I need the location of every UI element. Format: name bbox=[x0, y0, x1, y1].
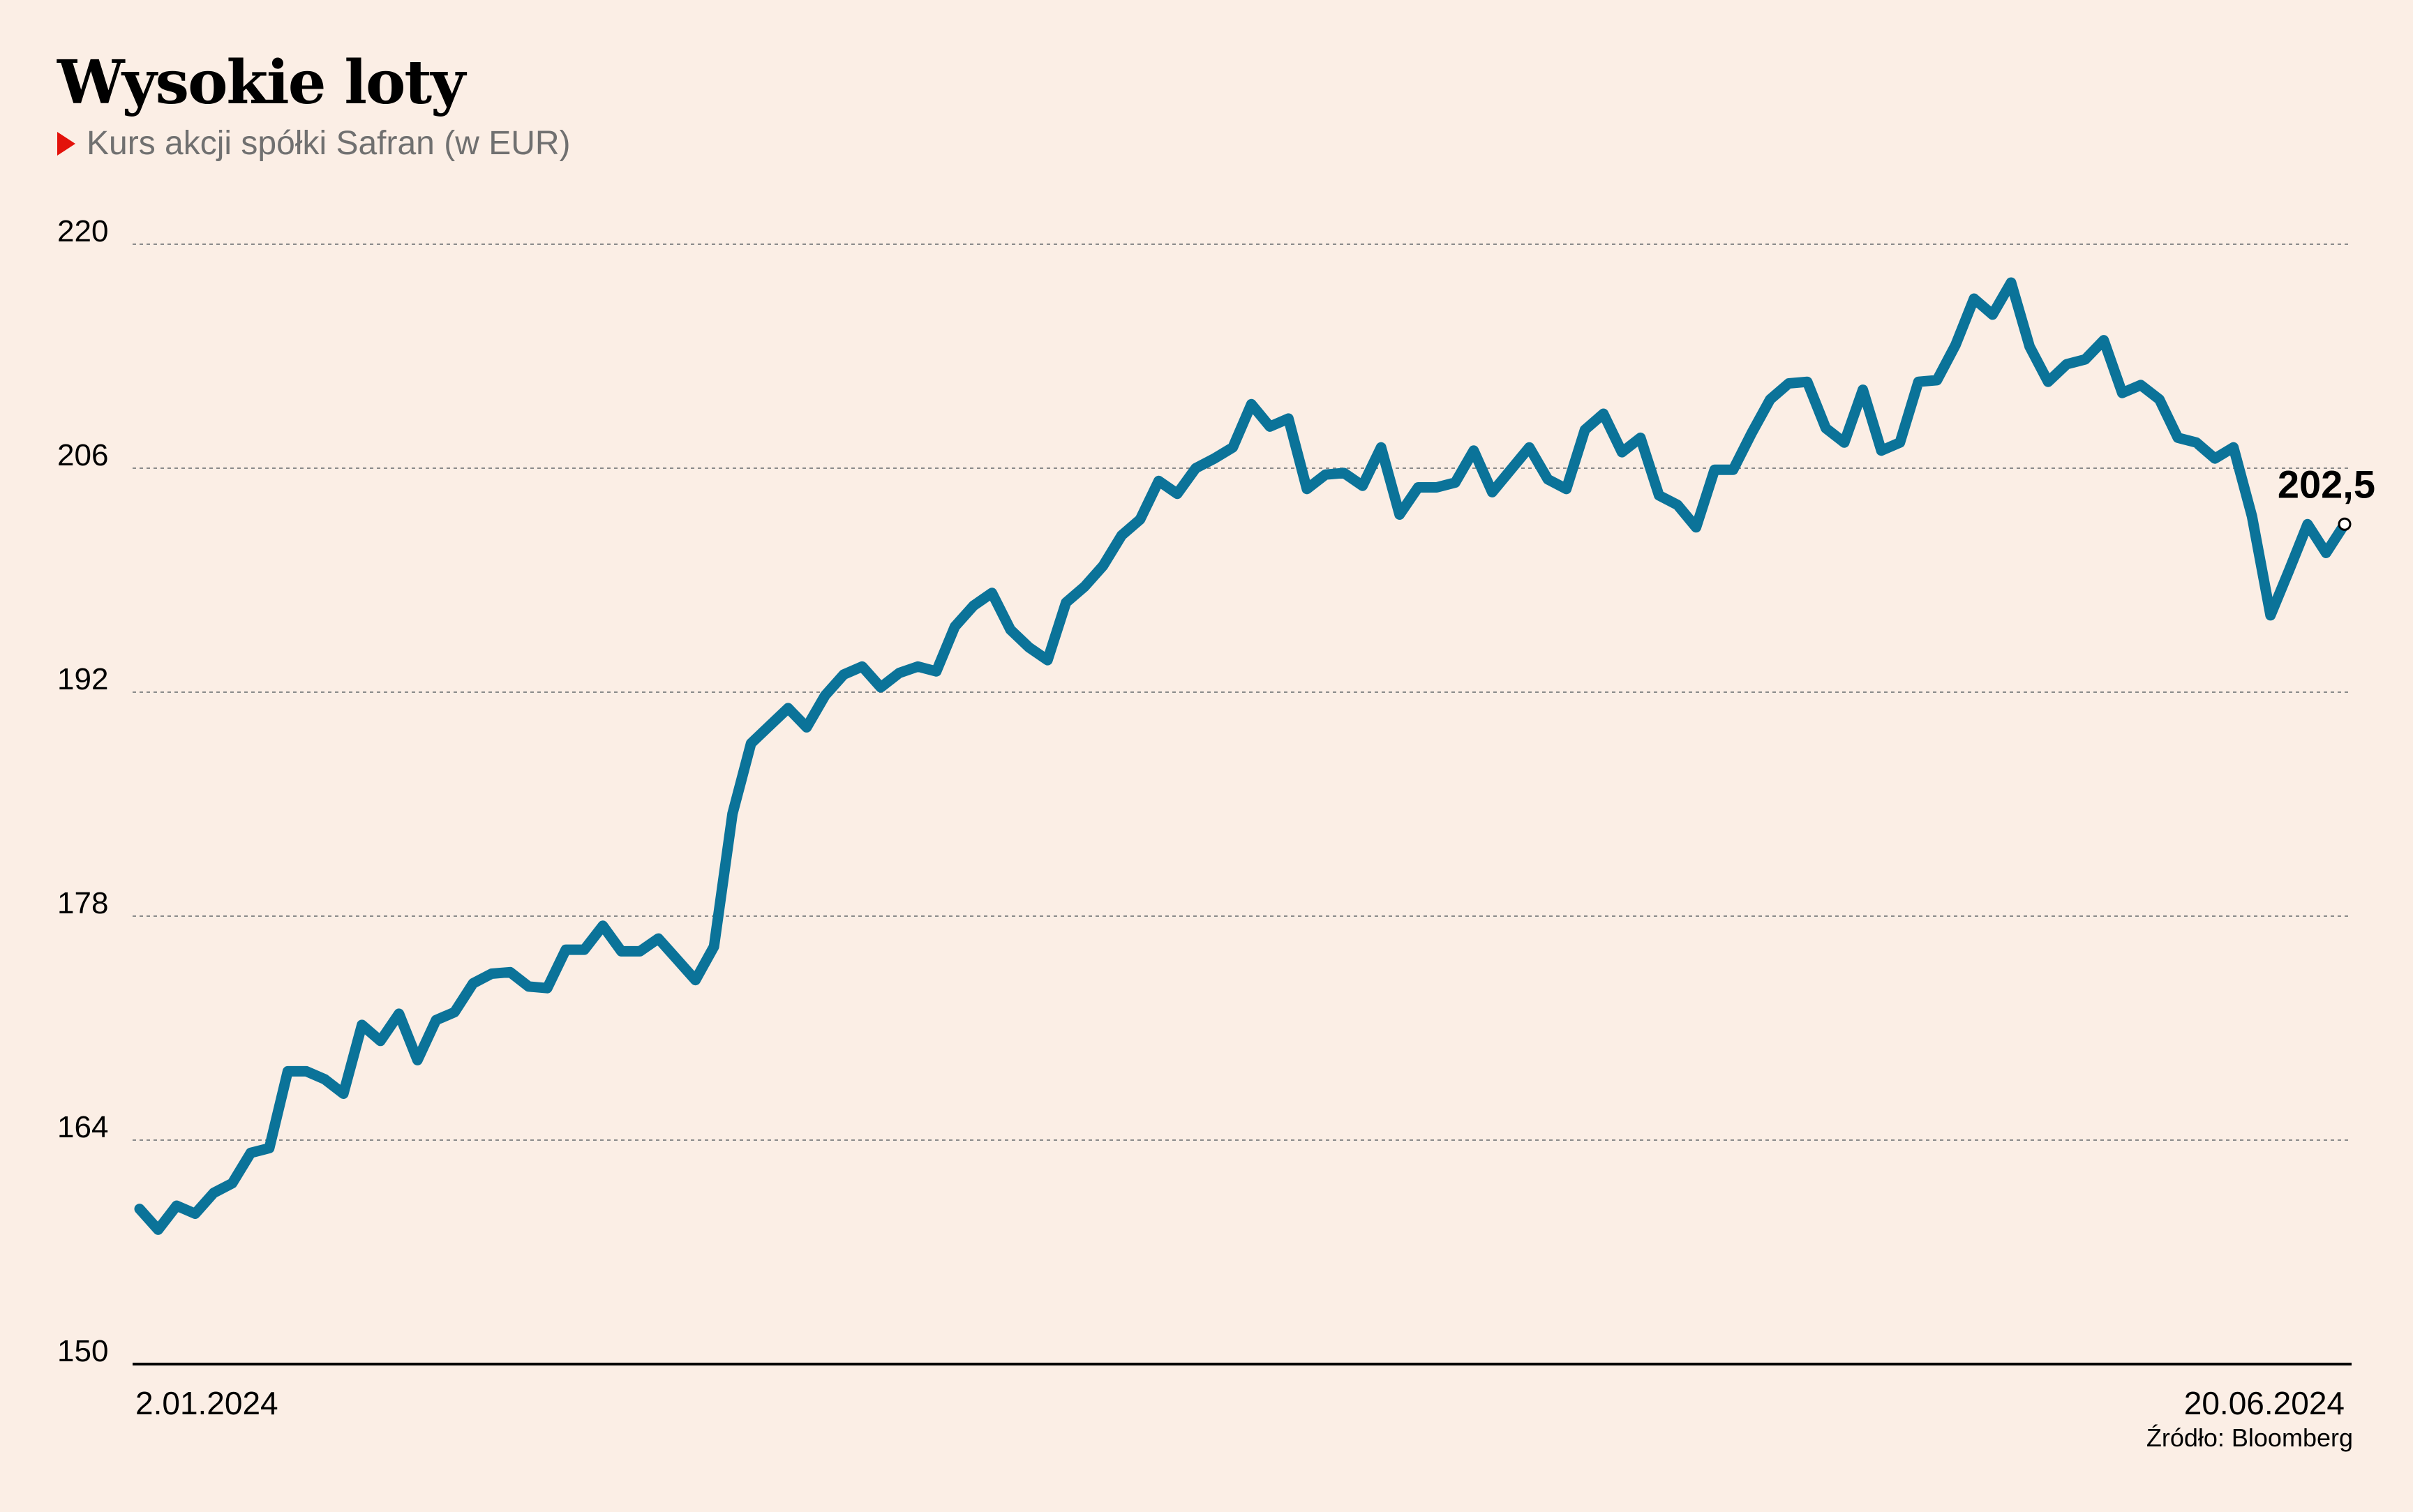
source-note: Źródło: Bloomberg bbox=[2146, 1423, 2353, 1452]
y-tick-label: 178 bbox=[57, 886, 108, 920]
y-axis-ticks: 150 164 178 192 206 220 bbox=[57, 214, 108, 1368]
y-tick-label: 150 bbox=[57, 1334, 108, 1368]
y-tick-label: 206 bbox=[57, 438, 108, 472]
chart-subtitle: Kurs akcji spółki Safran (w EUR) bbox=[57, 124, 571, 163]
y-tick-label: 220 bbox=[57, 214, 108, 248]
y-tick-label: 164 bbox=[57, 1110, 108, 1144]
x-tick-label: 20.06.2024 bbox=[2184, 1385, 2345, 1421]
y-tick-label: 192 bbox=[57, 662, 108, 696]
x-tick-label: 2.01.2024 bbox=[135, 1385, 278, 1421]
series-line bbox=[134, 277, 2350, 1235]
red-triangle-marker-icon bbox=[57, 131, 75, 156]
grid-lines bbox=[133, 244, 2352, 1141]
chart-subtitle-text: Kurs akcji spółki Safran (w EUR) bbox=[87, 125, 571, 162]
last-point-marker bbox=[2338, 517, 2352, 531]
chart-title: Wysokie loty bbox=[57, 47, 465, 118]
x-axis-ticks: 2.01.2024 20.06.2024 bbox=[135, 1385, 2345, 1421]
last-value-label: 202,5 bbox=[2278, 462, 2375, 506]
